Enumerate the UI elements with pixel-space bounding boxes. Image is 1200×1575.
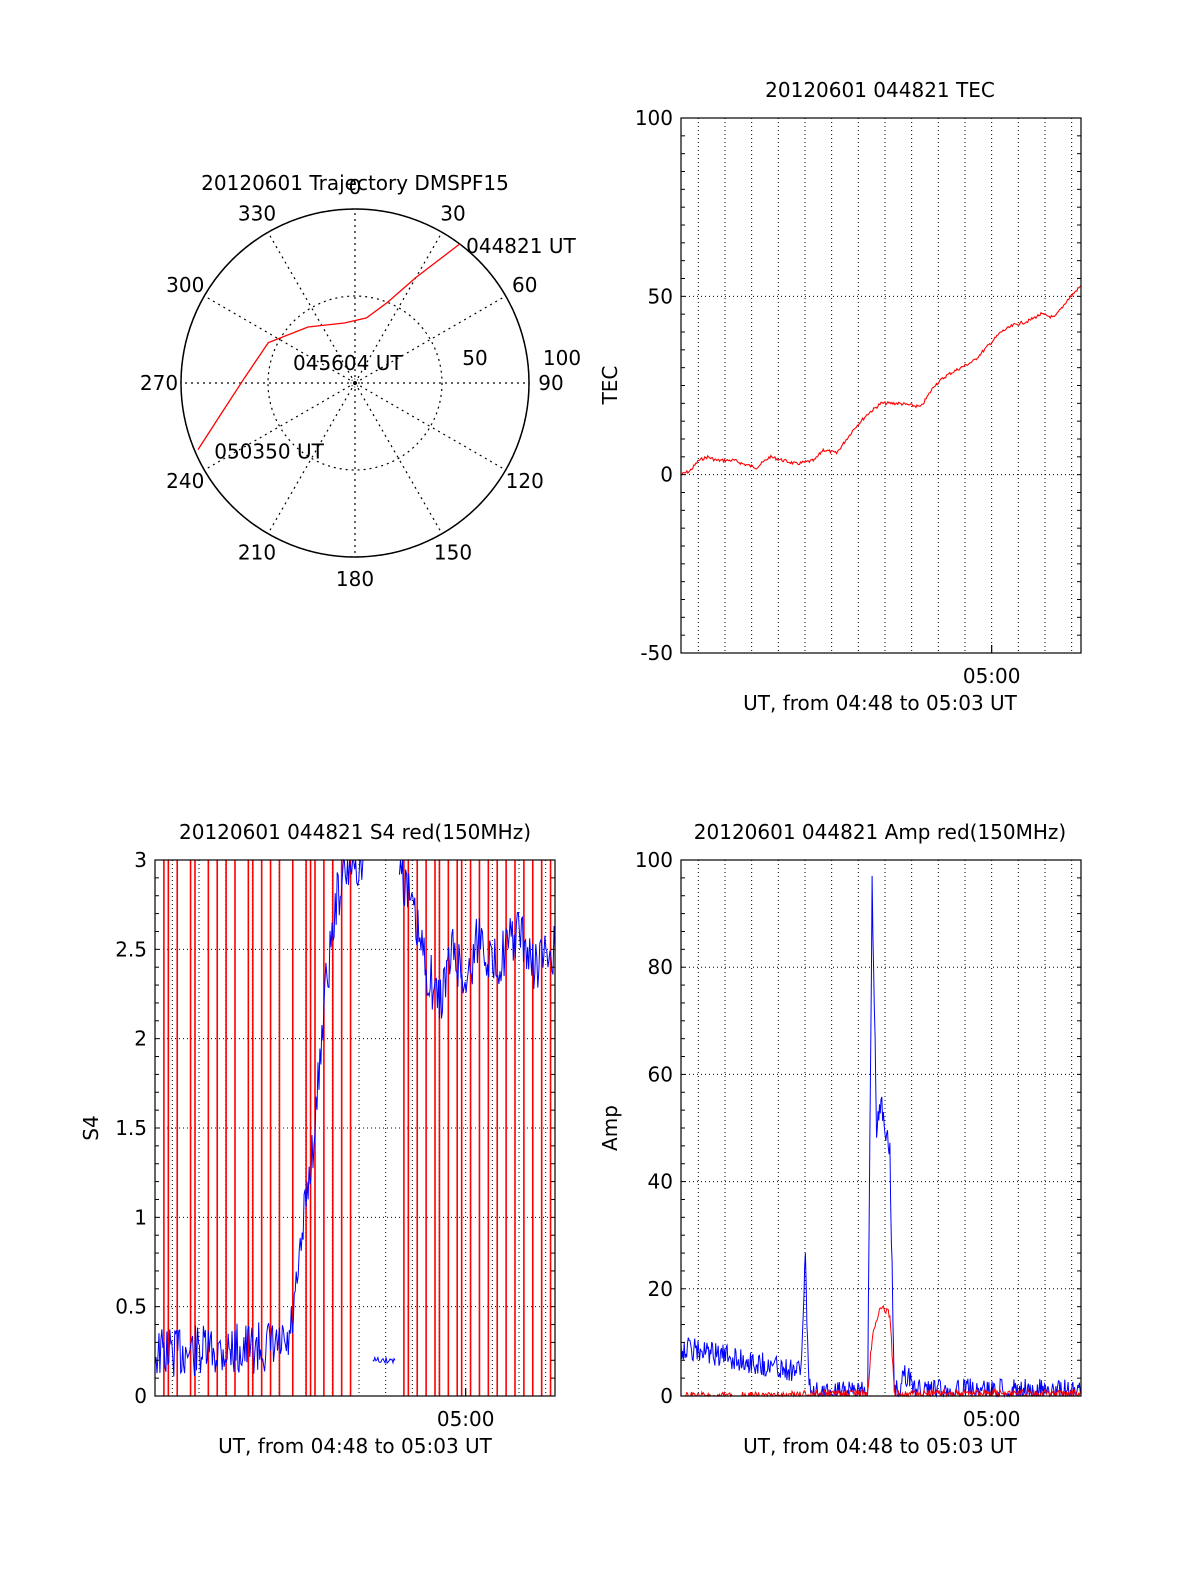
amp-grid (681, 860, 1081, 1396)
polar-angle-label: 180 (336, 567, 374, 591)
tec-title: 20120601 044821 TEC (765, 78, 995, 102)
tec-ytick-label: 100 (635, 106, 673, 130)
polar-angle-label: 240 (166, 469, 204, 493)
amp-xlabel: UT, from 04:48 to 05:03 UT (743, 1434, 1018, 1458)
polar-spoke (204, 295, 356, 384)
polar-angle-label: 270 (140, 371, 178, 395)
polar-angle-label: 210 (238, 541, 276, 565)
s4-blue-line (398, 859, 556, 1019)
s4-panel: 20120601 044821 S4 red(150MHz) 0 0.5 1 1.5 2… (79, 820, 556, 1458)
amp-ytick-label: 20 (648, 1277, 673, 1301)
polar-series (197, 243, 461, 450)
polar-grid (180, 208, 530, 558)
polar-angle-label: 120 (506, 469, 544, 493)
tec-panel: 20120601 044821 TEC -50 0 50 100 05:00 TEC U… (598, 78, 1082, 715)
polar-radial-labels: 50 100 (462, 346, 581, 370)
amp-panel: 20120601 044821 Amp red(150MHz) 0 20 40 60 8… (598, 820, 1082, 1458)
tec-plot-frame (680, 117, 1082, 654)
tec-ytick-label: 0 (660, 463, 673, 487)
tec-ytick-label: -50 (640, 641, 673, 665)
amp-series (680, 875, 1082, 1398)
s4-ytick-label: 2 (134, 1027, 147, 1051)
tec-ytick-label: 50 (648, 284, 673, 308)
polar-angle-labels: 0 30 60 90 120 150 180 210 240 270 300 330 (140, 175, 564, 591)
amp-ticks: 0 20 40 60 80 100 05:00 (635, 848, 1081, 1431)
tec-series-line (680, 285, 1082, 476)
amp-ytick-label: 60 (648, 1062, 673, 1086)
s4-ytick-label: 1 (134, 1205, 147, 1229)
polar-spoke (354, 295, 506, 384)
polar-spoke (354, 232, 443, 384)
s4-ticks: 0 0.5 1 1.5 2 2.5 3 05:00 (115, 848, 555, 1431)
polar-angle-label: 60 (512, 273, 537, 297)
polar-center-mark (350, 378, 360, 388)
tec-grid (681, 118, 1081, 653)
trajectory-time-label: 044821 UT (466, 234, 576, 258)
polar-angle-label: 150 (434, 541, 472, 565)
s4-ytick-label: 0.5 (115, 1295, 147, 1319)
amp-ytick-label: 80 (648, 955, 673, 979)
amp-ylabel: Amp (598, 1105, 622, 1151)
amp-xtick-label: 05:00 (963, 1407, 1021, 1431)
trajectory-panel: 20120601 Trajectory DMSPF15 0 30 60 90 120 15… (140, 171, 581, 591)
s4-ytick-label: 3 (134, 848, 147, 872)
polar-radial-label: 50 (462, 346, 487, 370)
amp-plot-frame (680, 859, 1082, 1397)
trajectory-time-label: 050350 UT (214, 440, 324, 464)
polar-spoke (267, 232, 356, 384)
s4-xtick-label: 05:00 (437, 1407, 495, 1431)
polar-angle-label: 90 (538, 371, 563, 395)
polar-angle-label: 0 (349, 175, 362, 199)
polar-grid-circle (267, 295, 443, 471)
tec-xtick-label: 05:00 (963, 664, 1021, 688)
trajectory-time-label: 045604 UT (293, 351, 403, 375)
s4-blue-line (154, 858, 364, 1377)
s4-blue-line (372, 1355, 396, 1365)
trajectory-title: 20120601 Trajectory DMSPF15 (201, 171, 509, 195)
s4-title: 20120601 044821 S4 red(150MHz) (179, 820, 531, 844)
amp-ytick-label: 100 (635, 848, 673, 872)
tec-ylabel: TEC (598, 366, 622, 406)
polar-angle-label: 30 (440, 201, 465, 225)
polar-angle-label: 330 (238, 201, 276, 225)
polar-spoke (267, 382, 356, 534)
s4-ytick-label: 0 (134, 1384, 147, 1408)
amp-blue-line (680, 875, 1082, 1398)
polar-annotations: 044821 UT 045604 UT 050350 UT (214, 234, 576, 464)
tec-series (680, 285, 1082, 476)
s4-series (154, 858, 556, 1396)
polar-spoke (354, 382, 443, 534)
amp-ytick-label: 40 (648, 1170, 673, 1194)
s4-ylabel: S4 (79, 1115, 103, 1140)
s4-ytick-label: 1.5 (115, 1116, 147, 1140)
tec-xlabel: UT, from 04:48 to 05:03 UT (743, 691, 1018, 715)
s4-ytick-label: 2.5 (115, 937, 147, 961)
polar-spoke (354, 382, 506, 471)
polar-outer-circle (180, 208, 530, 558)
polar-spoke (204, 382, 356, 471)
amp-ytick-label: 0 (660, 1384, 673, 1408)
tec-ticks: -50 0 50 100 05:00 (635, 106, 1081, 688)
trajectory-line (197, 243, 461, 450)
polar-radial-label: 100 (543, 346, 581, 370)
s4-xlabel: UT, from 04:48 to 05:03 UT (218, 1434, 493, 1458)
amp-title: 20120601 044821 Amp red(150MHz) (694, 820, 1066, 844)
polar-angle-label: 300 (166, 273, 204, 297)
